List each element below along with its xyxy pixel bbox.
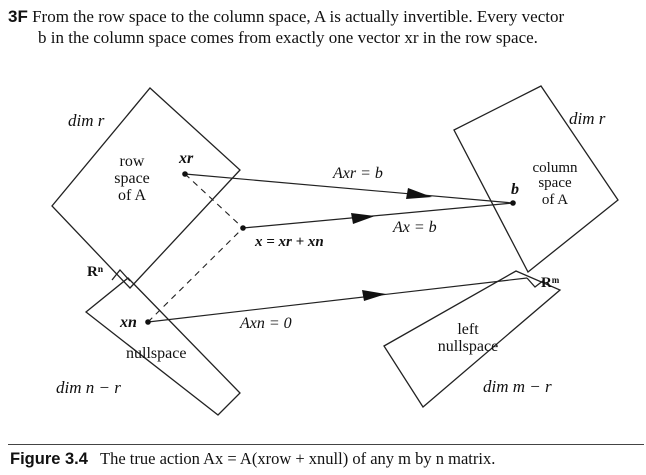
- caption-text: The true action Ax = A(xrow + xnull) of …: [100, 449, 496, 468]
- point-x: [240, 225, 246, 231]
- caption-rule: [8, 444, 644, 445]
- column-space-region: [453, 85, 619, 274]
- point-b: [510, 200, 516, 206]
- left-nullspace-dim: dim m − r: [483, 377, 552, 396]
- left-nullspace-title-2: nullspace: [438, 338, 498, 355]
- label-axr-equals-b: Axr = b: [332, 165, 383, 182]
- arrowhead-xr-to-b: [406, 188, 432, 199]
- row-space-region: [51, 87, 241, 289]
- arrow-xr-to-b: [184, 173, 514, 204]
- header-line-2: b in the column space comes from exactly…: [38, 28, 538, 47]
- rn-right-angle-icon: [111, 268, 131, 282]
- dashed-xn-to-x: [147, 227, 244, 323]
- row-space-title-1: row: [120, 153, 145, 170]
- label-axn-equals-0: Axn = 0: [239, 315, 292, 332]
- column-space-title-2: space: [538, 175, 572, 191]
- nullspace-title: nullspace: [126, 345, 186, 362]
- caption-label: Figure 3.4: [10, 450, 88, 468]
- label-rn: Rⁿ: [87, 264, 104, 280]
- figure-caption: Figure 3.4 The true action Ax = A(xrow +…: [10, 449, 495, 469]
- label-xn: xn: [119, 314, 137, 331]
- rm-right-angle-icon: [526, 277, 545, 288]
- label-rm: Rᵐ: [541, 275, 560, 291]
- label-b: b: [511, 181, 519, 198]
- column-space-dim: dim r: [569, 109, 606, 128]
- left-nullspace-region: [383, 270, 562, 408]
- nullspace-dim: dim n − r: [56, 378, 121, 397]
- left-nullspace-title-1: left: [457, 321, 479, 338]
- header-label: 3F: [8, 7, 28, 26]
- column-space-title-1: column: [533, 160, 578, 176]
- arrowhead-xn-to-zero: [362, 290, 386, 301]
- row-space-dim: dim r: [68, 111, 105, 130]
- column-space-title-3: of A: [542, 192, 568, 208]
- header-line-1: From the row space to the column space, …: [32, 7, 565, 26]
- label-xr: xr: [178, 150, 194, 167]
- dashed-xr-to-x: [184, 173, 244, 229]
- arrow-x-to-b: [242, 202, 514, 229]
- label-ax-equals-b: Ax = b: [392, 219, 437, 236]
- nullspace-region: [84, 277, 241, 416]
- point-xr: [182, 171, 188, 177]
- header-text: 3F From the row space to the column spac…: [8, 6, 644, 48]
- label-x-sum: x = xr + xn: [254, 234, 324, 250]
- arrowhead-x-to-b: [351, 213, 375, 224]
- point-xn: [145, 319, 151, 325]
- arrow-xn-to-zero: [147, 277, 528, 323]
- row-space-title-2: space: [114, 170, 150, 187]
- row-space-title-3: of A: [118, 187, 146, 204]
